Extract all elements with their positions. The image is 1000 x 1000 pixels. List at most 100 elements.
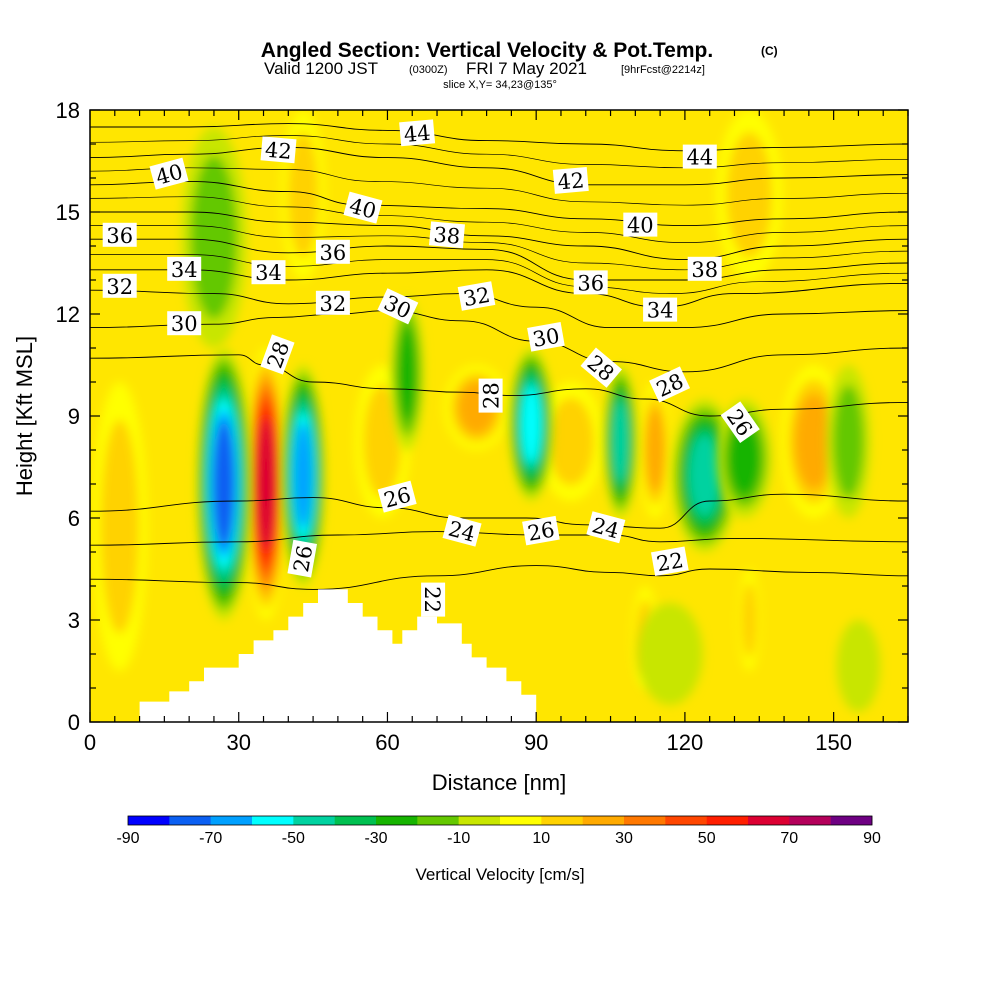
terrain [139, 589, 537, 722]
isentrope-label-box [623, 212, 658, 237]
updraft-contour [287, 132, 319, 258]
isentrope-label: 42 [552, 166, 589, 195]
downdraft-contour [637, 603, 703, 705]
isentrope-label-box [649, 366, 691, 403]
y-axis-label: Height [Kft MSL] [12, 336, 37, 496]
velocity-field [92, 110, 881, 712]
colorbar-segment [582, 816, 625, 825]
isentrope-label: 30 [527, 322, 565, 352]
colorbar-segment [624, 816, 666, 825]
updraft-cell [638, 382, 672, 518]
colorbar-tick-label: 70 [780, 830, 798, 847]
isentrope-34 [90, 269, 908, 308]
colorbar-segment [541, 816, 583, 825]
colorbar-segment [500, 816, 542, 825]
colorbar-title: Vertical Velocity [cm/s] [415, 865, 584, 884]
downdraft-contour [612, 401, 629, 482]
chart-title: Angled Section: Vertical Velocity & Pot.… [261, 39, 713, 62]
isentrope-label: 38 [687, 256, 722, 282]
isentrope-label-text: 32 [106, 275, 133, 299]
isentrope-label: 42 [260, 136, 297, 164]
isentrope-label-box [167, 311, 202, 336]
updraft-cell [244, 348, 288, 620]
x-tick-label: 120 [667, 730, 704, 755]
isentrope-label-box [287, 539, 317, 578]
isentrope-label-box [149, 157, 189, 190]
colorbar-segment [417, 816, 459, 825]
isentrope-label-box [421, 582, 446, 617]
isentrope-label-box [377, 288, 419, 325]
isentrope-label: 36 [573, 270, 608, 295]
isentrope-intermediate [90, 254, 908, 294]
subtitle-valid: Valid 1200 JST [264, 59, 378, 78]
isentrope-label-box [651, 546, 689, 576]
isentrope-label-box [552, 166, 589, 194]
isentrope-label-text: 40 [627, 214, 654, 238]
isentrope-label-box [478, 378, 503, 413]
isentrope-label-box [586, 511, 626, 544]
updraft-contour [256, 418, 276, 550]
isentrope-intermediate [90, 225, 908, 271]
downdraft-contour [190, 155, 238, 320]
isentrope-38 [90, 211, 908, 261]
colorbar-segment [665, 816, 707, 825]
isentrope-label: 26 [522, 515, 560, 546]
isentrope-label: 40 [623, 212, 658, 238]
isentrope-label: 36 [315, 239, 350, 265]
colorbar-tick-label: 50 [698, 830, 716, 847]
isentrope-label-box [315, 290, 350, 315]
isentrope-36 [90, 238, 908, 281]
isentrope-label: 30 [167, 311, 202, 336]
isentrope-label: 22 [420, 582, 446, 617]
colorbar-segment [169, 816, 211, 825]
isentrope-label-box [720, 401, 760, 444]
downdraft-cell [836, 620, 881, 712]
isentrope-42 [90, 146, 908, 186]
downdraft-cell [196, 348, 252, 620]
isentrope-label: 28 [649, 366, 691, 403]
colorbar-segment [458, 816, 501, 825]
isentrope-label-text: 32 [461, 283, 491, 311]
isentrope-label-text: 32 [320, 292, 347, 316]
isentrope-label-box [442, 514, 482, 547]
isentrope-label-text: 42 [557, 168, 586, 194]
downdraft-cell [604, 365, 637, 518]
isentrope-label-box [522, 515, 560, 546]
y-tick-label: 15 [56, 200, 80, 225]
updraft-contour [547, 397, 595, 486]
isentrope-label: 32 [102, 273, 137, 299]
isentrope-label-text: 28 [480, 382, 504, 409]
isentrope-label: 38 [429, 221, 465, 249]
isentrope-label: 44 [399, 119, 436, 147]
isentrope-30 [90, 310, 908, 373]
isentrope-label-text: 34 [171, 258, 198, 282]
x-axis: 0 30 60 90 120 150 [84, 110, 909, 755]
colorbar-segment [376, 816, 418, 825]
isentrope-label: 22 [651, 546, 689, 576]
isentrope-intermediate [90, 167, 908, 206]
isentrope-label-box [260, 136, 297, 164]
isentrope-label-text: 34 [647, 299, 674, 323]
colorbar-tick-label: -50 [282, 830, 305, 847]
updraft-contour [645, 407, 665, 493]
downdraft-cell [826, 365, 871, 518]
downdraft-contour [397, 325, 417, 422]
isentrope-label-text: 22 [420, 586, 444, 613]
y-tick-label: 3 [68, 608, 80, 633]
downdraft-cell [509, 348, 554, 501]
isentrope-intermediate [90, 135, 908, 169]
x-tick-label: 0 [84, 730, 96, 755]
colorbar-tick-label: 30 [615, 830, 633, 847]
x-tick-label: 60 [375, 730, 399, 755]
y-tick-label: 12 [56, 302, 80, 327]
isentrope-label-box [102, 273, 137, 298]
isentrope-label-box [343, 191, 383, 224]
updraft-contour [363, 384, 402, 499]
colorbar-segment [252, 816, 294, 825]
updraft-cell [92, 382, 148, 671]
isentrope-label: 36 [102, 222, 137, 248]
isentrope-label: 34 [643, 297, 678, 323]
subtitle-date: FRI 7 May 2021 [466, 59, 587, 78]
colorbar-tick-label: -70 [199, 830, 222, 847]
